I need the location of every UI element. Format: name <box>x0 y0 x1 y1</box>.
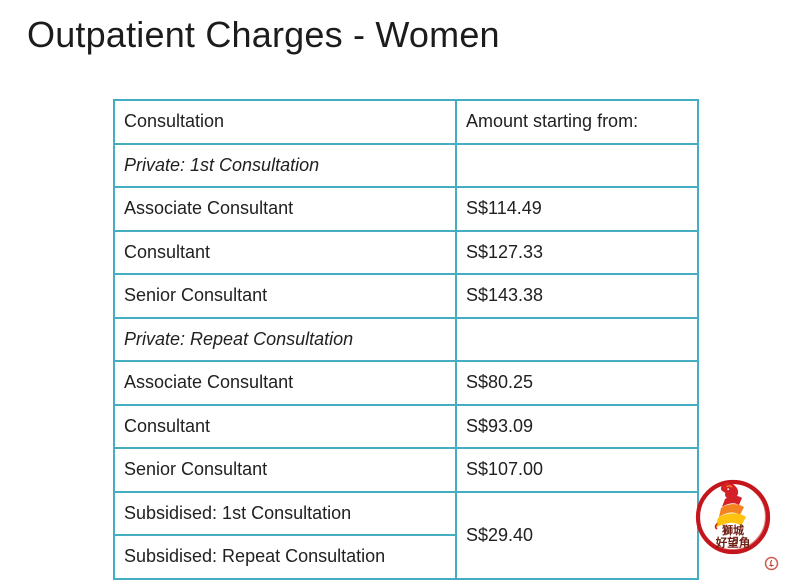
row-amount-cell-merged: S$29.40 <box>455 490 699 580</box>
header-amount: Amount starting from: <box>455 99 699 145</box>
table-row-section-private-repeat: Private: Repeat Consultation <box>113 316 699 362</box>
table-row: Consultant S$127.33 <box>113 229 699 275</box>
row-label-cell: Associate Consultant <box>113 360 457 406</box>
table-header-row: Consultation Amount starting from: <box>113 99 699 145</box>
row-label-cell: Subsidised: Repeat Consultation <box>113 534 457 580</box>
row-amount-cell <box>455 142 699 188</box>
row-amount-cell: S$143.38 <box>455 273 699 319</box>
header-consultation: Consultation <box>113 99 457 145</box>
row-amount-cell: S$107.00 <box>455 447 699 493</box>
row-amount-cell <box>455 316 699 362</box>
row-label-cell: Subsidised: 1st Consultation <box>113 490 457 536</box>
table-row: Associate Consultant S$80.25 <box>113 360 699 406</box>
row-label-cell: Senior Consultant <box>113 447 457 493</box>
logo-text-line2: 好望角 <box>715 536 751 550</box>
row-label-cell: Senior Consultant <box>113 273 457 319</box>
page-title: Outpatient Charges - Women <box>27 14 500 55</box>
row-label-cell: Private: Repeat Consultation <box>113 316 457 362</box>
charges-table: Consultation Amount starting from: Priva… <box>113 99 699 580</box>
row-amount-cell: S$80.25 <box>455 360 699 406</box>
sg-good-hope-logo: 獅城 好望角 <box>695 479 771 555</box>
logo-circle-icon <box>695 479 771 555</box>
mini-stamp-icon <box>764 556 779 571</box>
table-row-subsidised-repeat: Subsidised: Repeat Consultation <box>113 534 698 580</box>
logo-text-line1: 獅城 <box>721 523 744 537</box>
table-row: Senior Consultant S$107.00 <box>113 447 699 493</box>
row-label-cell: Consultant <box>113 229 457 275</box>
row-label-cell: Private: 1st Consultation <box>113 142 457 188</box>
table-row: Associate Consultant S$114.49 <box>113 186 699 232</box>
merlion-icon <box>720 481 739 499</box>
row-label-cell: Consultant <box>113 403 457 449</box>
row-amount-cell: S$114.49 <box>455 186 699 232</box>
row-amount-cell: S$127.33 <box>455 229 699 275</box>
table-row: Senior Consultant S$143.38 <box>113 273 699 319</box>
table-row-subsidised-1st: Subsidised: 1st Consultation S$29.40 <box>113 490 699 580</box>
striped-cone-icon <box>714 495 746 530</box>
row-amount-cell: S$93.09 <box>455 403 699 449</box>
row-label-cell: Associate Consultant <box>113 186 457 232</box>
table-row: Consultant S$93.09 <box>113 403 699 449</box>
table-row-section-private-1st: Private: 1st Consultation <box>113 142 699 188</box>
